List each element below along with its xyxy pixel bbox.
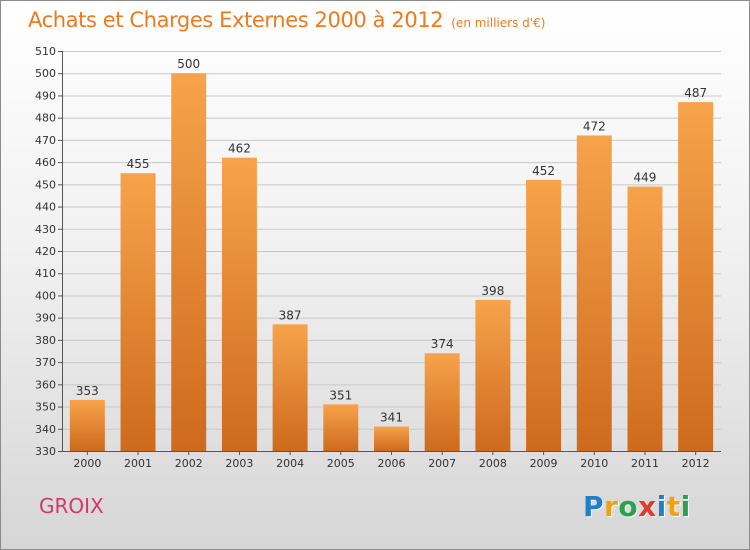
bar-2008 <box>475 299 511 451</box>
y-tick-label: 360 <box>35 378 56 391</box>
y-tick-label: 450 <box>35 178 56 191</box>
data-label: 387 <box>279 308 302 322</box>
y-tick-label: 410 <box>35 267 56 280</box>
data-label: 452 <box>532 164 555 178</box>
x-tick-label: 2002 <box>175 457 203 470</box>
x-tick-label: 2003 <box>225 457 253 470</box>
y-tick-label: 500 <box>35 67 56 80</box>
y-tick-label: 510 <box>35 45 56 58</box>
x-tick-label: 2007 <box>428 457 456 470</box>
y-tick-label: 490 <box>35 89 56 102</box>
data-label: 487 <box>684 86 707 100</box>
y-tick-label: 480 <box>35 112 56 125</box>
bar-2004 <box>272 324 308 451</box>
y-tick-label: 460 <box>35 156 56 169</box>
logo-letter: r <box>604 490 619 523</box>
data-label: 341 <box>380 411 403 425</box>
x-tick-label: 2012 <box>682 457 710 470</box>
y-tick-label: 390 <box>35 312 56 325</box>
y-tick-label: 430 <box>35 223 56 236</box>
bar-layer <box>69 73 714 452</box>
x-tick-label: 2011 <box>631 457 659 470</box>
y-tick-label: 470 <box>35 134 56 147</box>
y-tick-label: 420 <box>35 245 56 258</box>
x-tick-label: 2010 <box>580 457 608 470</box>
x-tick-label: 2001 <box>124 457 152 470</box>
bar-2002 <box>171 73 207 451</box>
grid-layer <box>62 51 721 452</box>
data-label: 398 <box>481 284 504 298</box>
bar-2006 <box>374 426 409 451</box>
data-label: 449 <box>634 171 657 185</box>
x-tick-label: 2004 <box>276 457 304 470</box>
y-tick-label: 350 <box>35 401 56 414</box>
data-label: 472 <box>583 119 606 133</box>
bar-2001 <box>120 173 156 451</box>
commune-name: GROIX <box>39 494 104 518</box>
x-tick-label: 2009 <box>530 457 558 470</box>
x-tick-label: 2006 <box>378 457 406 470</box>
chart-title: Achats et Charges Externes 2000 à 2012 (e… <box>28 8 545 32</box>
chart-subtitle: (en milliers d'€) <box>451 16 546 30</box>
proxiti-logo[interactable]: Proxiti <box>583 490 691 523</box>
data-label: 351 <box>329 388 352 402</box>
bar-2010 <box>576 135 612 451</box>
data-label: 374 <box>431 337 454 351</box>
chart-title-text: Achats et Charges Externes 2000 à 2012 <box>28 8 444 32</box>
bar-2011 <box>627 186 663 452</box>
y-tick-label: 380 <box>35 334 56 347</box>
bar-2005 <box>323 404 359 451</box>
logo-letter: i <box>680 490 691 523</box>
logo-letter: P <box>583 490 605 523</box>
bar-2007 <box>424 353 460 451</box>
y-tick-label: 370 <box>35 356 56 369</box>
data-label: 353 <box>76 384 99 398</box>
x-tick-label: 2005 <box>327 457 355 470</box>
x-tick-label: 2008 <box>479 457 507 470</box>
y-tick-label: 440 <box>35 201 56 214</box>
bar-2012 <box>678 102 714 451</box>
axis-layer: 330 340 350 360 370 380 390 400 410 420 430 440 450 4… <box>35 45 721 470</box>
bar-2000 <box>69 399 105 451</box>
data-label: 462 <box>228 142 251 156</box>
label-layer: 353 455 500 462 387 351 341 374 398 452 472 449 487 <box>76 57 707 424</box>
logo-letter: i <box>656 490 667 523</box>
logo-letter: x <box>638 490 657 523</box>
y-tick-label: 330 <box>35 445 56 458</box>
bar-2003 <box>221 157 257 451</box>
logo-letter: o <box>618 490 639 523</box>
bar-2009 <box>526 179 562 451</box>
y-tick-label: 400 <box>35 289 56 302</box>
data-label: 500 <box>177 57 200 71</box>
data-label: 455 <box>127 157 150 171</box>
logo-letter: t <box>666 490 681 523</box>
x-tick-label: 2000 <box>73 457 101 470</box>
y-tick-label: 340 <box>35 423 56 436</box>
